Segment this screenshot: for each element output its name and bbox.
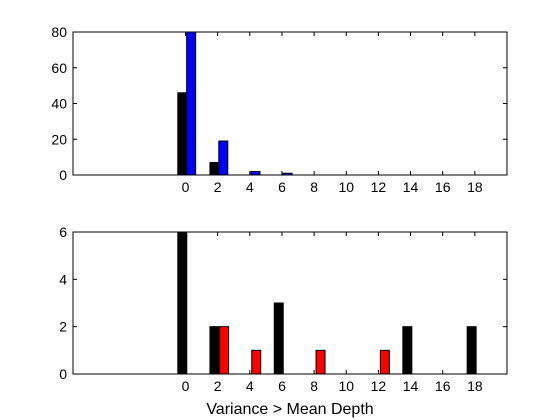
x-tick-label: 8 <box>310 179 318 195</box>
x-tick-label: 16 <box>435 179 451 195</box>
bar-series0-0 <box>178 93 187 175</box>
x-tick-label: 10 <box>338 179 354 195</box>
bar-series1-0 <box>220 327 229 374</box>
bar-series0-0 <box>178 232 187 374</box>
axes-frame <box>73 32 507 175</box>
bottom-histogram: 0 2 4 6 8 10 12 14 16 18 0 2 4 6 Variance > Mean Depth <box>59 224 507 418</box>
x-tick-label: 18 <box>467 378 483 394</box>
x-tick-label: 2 <box>214 179 222 195</box>
top-histogram: 0 2 4 6 8 10 12 14 16 18 0 20 40 60 80 <box>51 24 507 195</box>
x-axis-label: Variance > Mean Depth <box>206 401 373 418</box>
x-tick-label: 0 <box>182 179 190 195</box>
y-tick-label: 2 <box>59 319 67 335</box>
y-tick-label: 40 <box>51 96 67 112</box>
x-tick-label: 6 <box>278 378 286 394</box>
bar-series0-1 <box>210 327 219 374</box>
axes-frame <box>73 232 507 374</box>
bar-series1-1 <box>252 350 261 374</box>
y-tick-label: 6 <box>59 224 67 240</box>
bar-series1-2 <box>316 350 325 374</box>
y-tick-label: 0 <box>59 167 67 183</box>
y-tick-label: 60 <box>51 60 67 76</box>
x-tick-label: 8 <box>310 378 318 394</box>
x-tick-label: 6 <box>278 179 286 195</box>
x-tick-label: 4 <box>246 179 254 195</box>
bar-series1-1 <box>219 141 228 175</box>
bar-series1-2 <box>251 171 260 175</box>
x-tick-label: 16 <box>435 378 451 394</box>
x-tick-label: 18 <box>467 179 483 195</box>
bar-series1-0 <box>187 32 196 175</box>
bar-series0-2 <box>274 303 283 374</box>
bar-series1-3 <box>380 350 389 374</box>
x-tick-label: 12 <box>371 378 387 394</box>
x-tick-label: 2 <box>214 378 222 394</box>
y-tick-label: 20 <box>51 131 67 147</box>
x-tick-label: 4 <box>246 378 254 394</box>
x-tick-label: 0 <box>182 378 190 394</box>
x-tick-label: 10 <box>338 378 354 394</box>
y-tick-label: 80 <box>51 24 67 40</box>
x-tick-label: 14 <box>403 378 419 394</box>
x-tick-label: 12 <box>371 179 387 195</box>
y-tick-label: 4 <box>59 271 67 287</box>
x-tick-label: 14 <box>403 179 419 195</box>
y-tick-label: 0 <box>59 366 67 382</box>
bar-series0-3 <box>403 327 412 374</box>
bar-series0-4 <box>467 327 476 374</box>
